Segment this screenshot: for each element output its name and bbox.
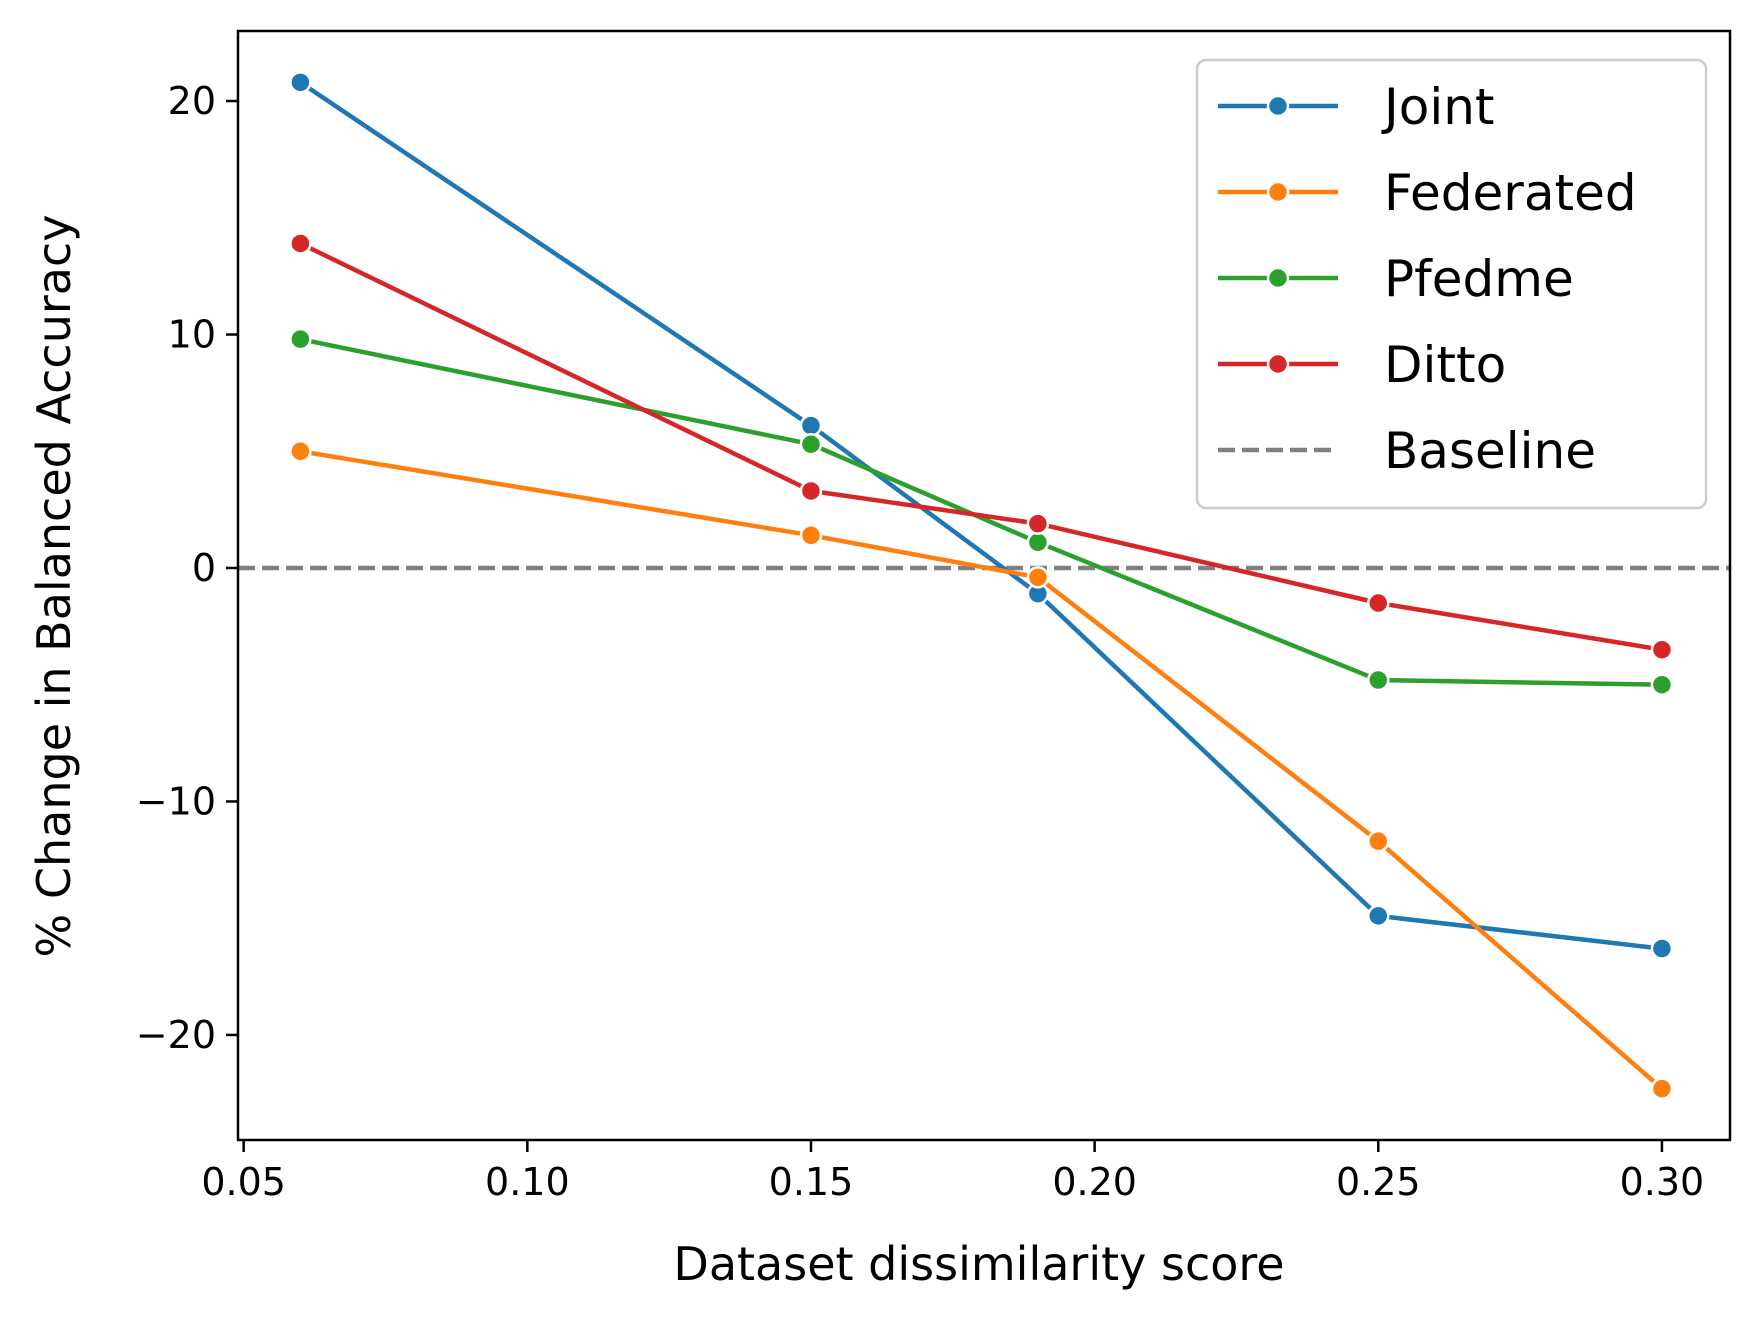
legend-box [1195,58,1708,510]
x-tick-label: 0.25 [1336,1160,1421,1204]
legend-label-baseline: Baseline [1384,422,1596,480]
legend-marker-joint [1266,94,1290,118]
x-tick-label: 0.15 [769,1160,854,1204]
series-federated [289,440,1674,1100]
y-tick-label: 0 [192,546,216,590]
data-point-federated-1 [289,440,312,463]
y-tick-label: 20 [168,79,216,123]
data-point-joint-2 [799,414,823,437]
x-axis-label: Dataset dissimilarity score [673,1237,1284,1291]
legend-marker-ditto [1266,352,1290,376]
legend-label-joint: Joint [1381,78,1495,136]
y-tick-label: −10 [136,779,216,823]
legend-label-pfedme: Pfedme [1384,250,1574,308]
legend-label-ditto: Ditto [1384,336,1506,394]
data-point-federated-5 [1650,1077,1674,1100]
data-point-ditto-4 [1367,591,1390,615]
data-point-federated-2 [799,524,823,547]
data-point-pfedme-3 [1026,531,1050,554]
x-tick-label: 0.05 [201,1160,286,1204]
x-tick-label: 0.30 [1620,1160,1705,1204]
data-point-pfedme-4 [1367,668,1390,692]
series-layer [289,71,1674,1100]
legend-marker-pfedme [1266,266,1290,290]
data-point-ditto-3 [1026,512,1050,535]
x-axis-ticks: 0.05 0.10 0.15 0.20 0.25 0.30 [201,1140,1704,1204]
series-ditto [289,232,1674,661]
legend: Joint Federated Pfedme Ditto Baseline [1195,58,1708,510]
x-tick-label: 0.20 [1052,1160,1137,1204]
data-point-joint-1 [289,71,312,94]
data-point-joint-5 [1650,937,1674,960]
data-point-pfedme-1 [289,327,312,351]
data-point-federated-4 [1367,829,1390,853]
y-tick-label: −20 [136,1013,216,1057]
legend-marker-federated [1266,180,1290,204]
data-point-pfedme-5 [1650,673,1674,696]
y-axis-label: % Change in Balanced Accuracy [27,215,81,958]
y-tick-label: 10 [168,313,216,357]
legend-label-federated: Federated [1384,164,1637,222]
series-joint [289,71,1674,960]
y-axis-ticks: 20 10 0 −10 −20 [136,79,238,1057]
data-point-joint-4 [1367,904,1390,928]
data-point-pfedme-2 [799,432,823,456]
data-point-ditto-2 [799,479,823,503]
plot-area-frame [236,29,1732,1142]
data-point-ditto-5 [1650,638,1674,661]
data-point-ditto-1 [289,232,312,255]
x-tick-label: 0.10 [485,1160,570,1204]
data-point-federated-3 [1026,566,1050,589]
